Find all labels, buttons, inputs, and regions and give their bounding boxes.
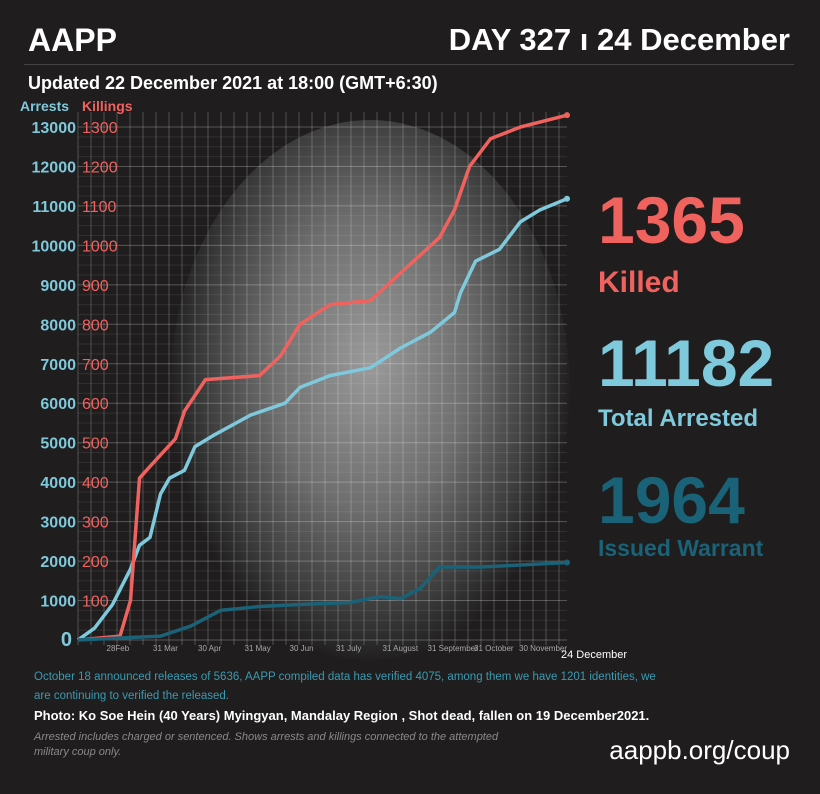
y-left-tick-label: 8000: [40, 317, 76, 334]
x-tick-label: 31 Mar: [153, 644, 178, 653]
day-counter: DAY 327 ı 24 December: [448, 22, 790, 57]
series-line-arrests: [76, 197, 568, 642]
logo: AAPP: [28, 22, 117, 58]
divider: [24, 64, 794, 65]
series-line-killings: [77, 113, 568, 642]
y-right-tick-label: 1300: [82, 120, 118, 137]
updated-timestamp: Updated 22 December 2021 at 18:00 (GMT+6…: [28, 73, 438, 93]
y-right-tick-label: 1000: [82, 238, 118, 255]
series-line-issued-warrant: [77, 560, 568, 642]
victim-photo: [170, 120, 570, 660]
y-left-tick-label: 9000: [40, 278, 76, 295]
disclaimer: Arrested includes charged or sentenced. …: [34, 731, 499, 758]
y-right-tick-label: 100: [82, 594, 109, 611]
y-left-tick-label: 5000: [40, 436, 76, 453]
release-note: October 18 announced releases of 5636, A…: [34, 671, 656, 702]
y-right-tick-label: 400: [82, 475, 109, 492]
y-left-tick-label: 6000: [40, 396, 76, 413]
y-right-tick-label: 1100: [82, 199, 117, 216]
legend-arrests: Arrests: [20, 98, 70, 114]
y-left-tick-label: 3000: [40, 515, 76, 532]
y-right-tick-label: 700: [82, 357, 109, 374]
y-left-tick-label: 10000: [32, 238, 77, 255]
y-right-tick-label: 600: [82, 396, 109, 413]
y-right-tick-label: 900: [82, 278, 109, 295]
y-right-tick-label: 300: [82, 515, 109, 532]
y-right-tick-label: 500: [82, 436, 109, 453]
x-tick-label: 31 May: [245, 644, 271, 653]
arrested-label: Total Arrested: [598, 405, 759, 432]
y-left-tick-label: 0: [61, 629, 72, 651]
y-left-tick-label: 13000: [32, 120, 77, 137]
y-right-tick-label: 200: [82, 554, 109, 571]
x-tick-label: 31 August: [383, 644, 419, 653]
series-end-point: [564, 195, 570, 202]
y-left-tick-label: 12000: [32, 159, 77, 176]
warrant-label: Issued Warrant: [598, 535, 764, 561]
y-right-tick-label: 800: [82, 317, 109, 334]
x-tick-label: 31 October: [474, 644, 514, 653]
x-tick-label: 30 November: [519, 644, 567, 653]
y-left-tick-label: 1000: [40, 594, 76, 611]
x-tick-label: 31 July: [336, 644, 361, 653]
series-end-point: [564, 112, 570, 119]
killed-label: Killed: [598, 266, 680, 299]
arrested-count: 11182: [598, 326, 775, 400]
photo-caption: Photo: Ko Soe Hein (40 Years) Myingyan, …: [34, 708, 650, 723]
killed-count: 1365: [598, 183, 745, 257]
x-tick-label: 28Feb: [107, 644, 130, 653]
y-left-tick-label: 4000: [40, 475, 76, 492]
y-left-tick-label: 2000: [40, 554, 76, 571]
y-right-tick-label: 1200: [82, 159, 118, 176]
warrant-count: 1964: [598, 463, 745, 537]
x-tick-label: 30 Jun: [290, 644, 314, 653]
x-tick-label: 31 September: [428, 644, 479, 653]
y-left-tick-label: 11000: [32, 199, 76, 216]
website-link[interactable]: aappb.org/coup: [609, 735, 790, 765]
y-left-tick-label: 7000: [40, 357, 76, 374]
x-tick-label: 24 December: [561, 649, 627, 661]
x-tick-label: 30 Apr: [198, 644, 221, 653]
series-end-point: [564, 559, 570, 566]
legend-killings: Killings: [82, 98, 133, 114]
